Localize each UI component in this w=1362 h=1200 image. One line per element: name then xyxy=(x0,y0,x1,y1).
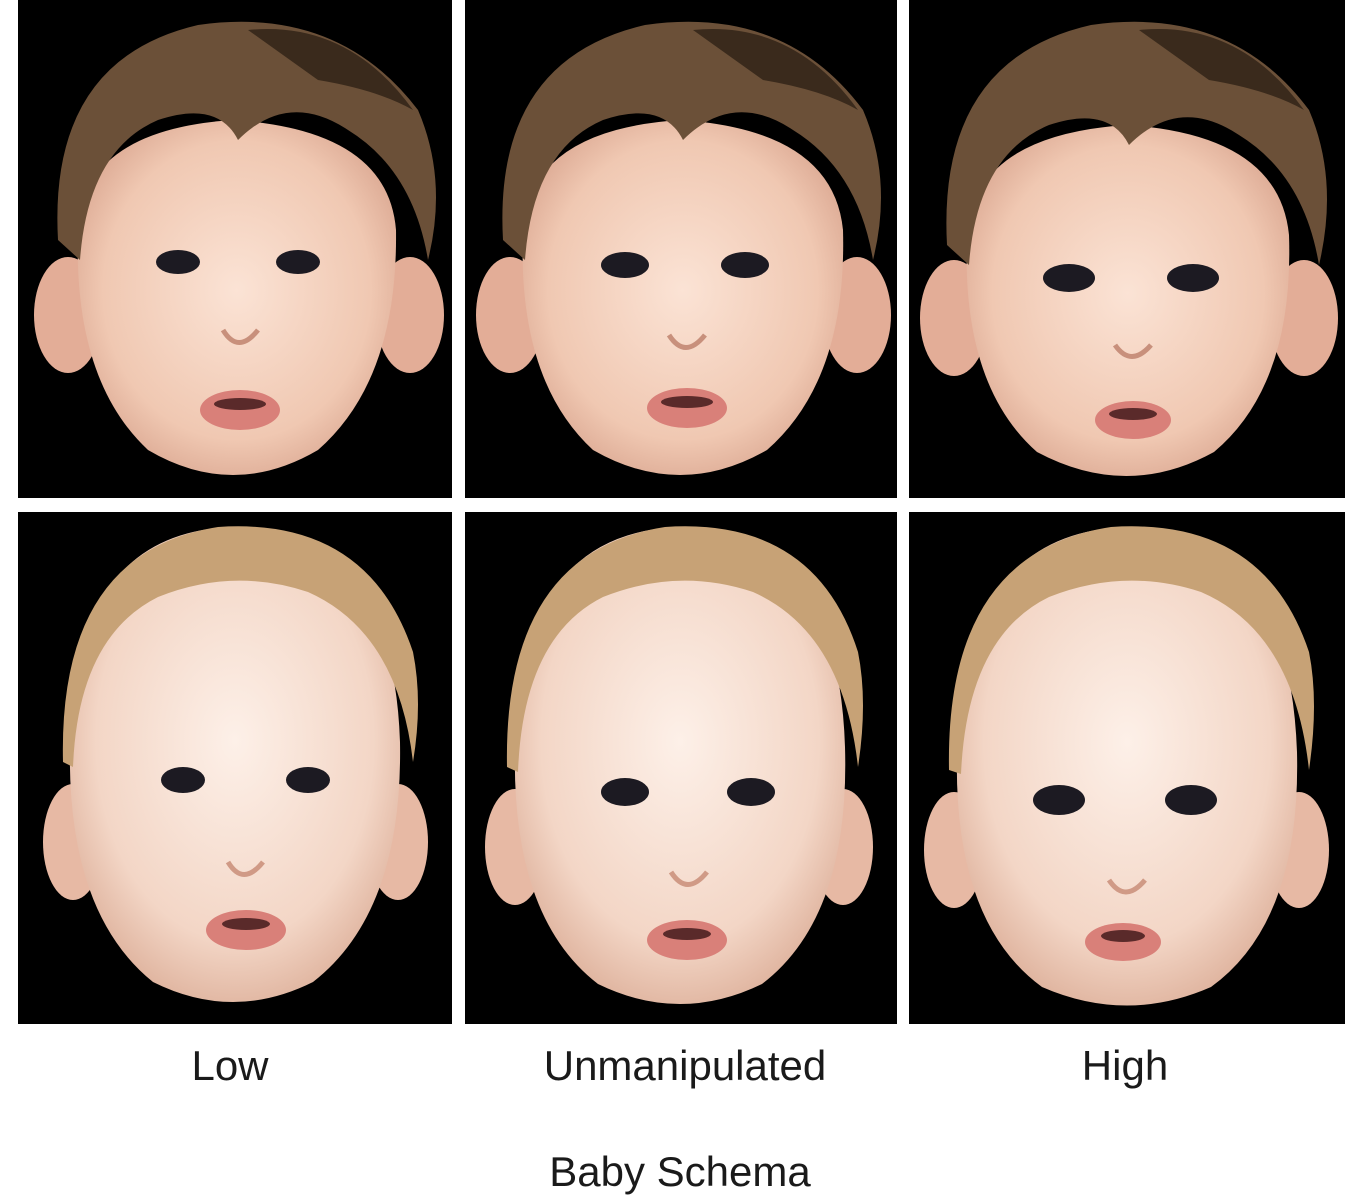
baby-face-image xyxy=(43,526,428,1002)
column-label-unmanipulated: Unmanipulated xyxy=(543,1042,827,1089)
baby-face-image xyxy=(924,526,1329,1006)
face-panel-row1-unmanipulated xyxy=(465,0,897,498)
baby-face-image xyxy=(920,21,1338,476)
face-panel-row1-low xyxy=(18,0,452,498)
face-panel-row2-high xyxy=(909,512,1345,1024)
baby-face-image xyxy=(485,526,873,1004)
column-label-low: Low xyxy=(191,1042,269,1089)
axis-label: Baby Schema xyxy=(549,1148,811,1195)
baby-face-image xyxy=(476,21,891,475)
baby-face-image xyxy=(34,21,444,475)
column-label-high: High xyxy=(1081,1042,1169,1089)
face-panel-row2-unmanipulated xyxy=(465,512,897,1024)
face-panel-row2-low xyxy=(18,512,452,1024)
face-panel-row1-high xyxy=(909,0,1345,498)
